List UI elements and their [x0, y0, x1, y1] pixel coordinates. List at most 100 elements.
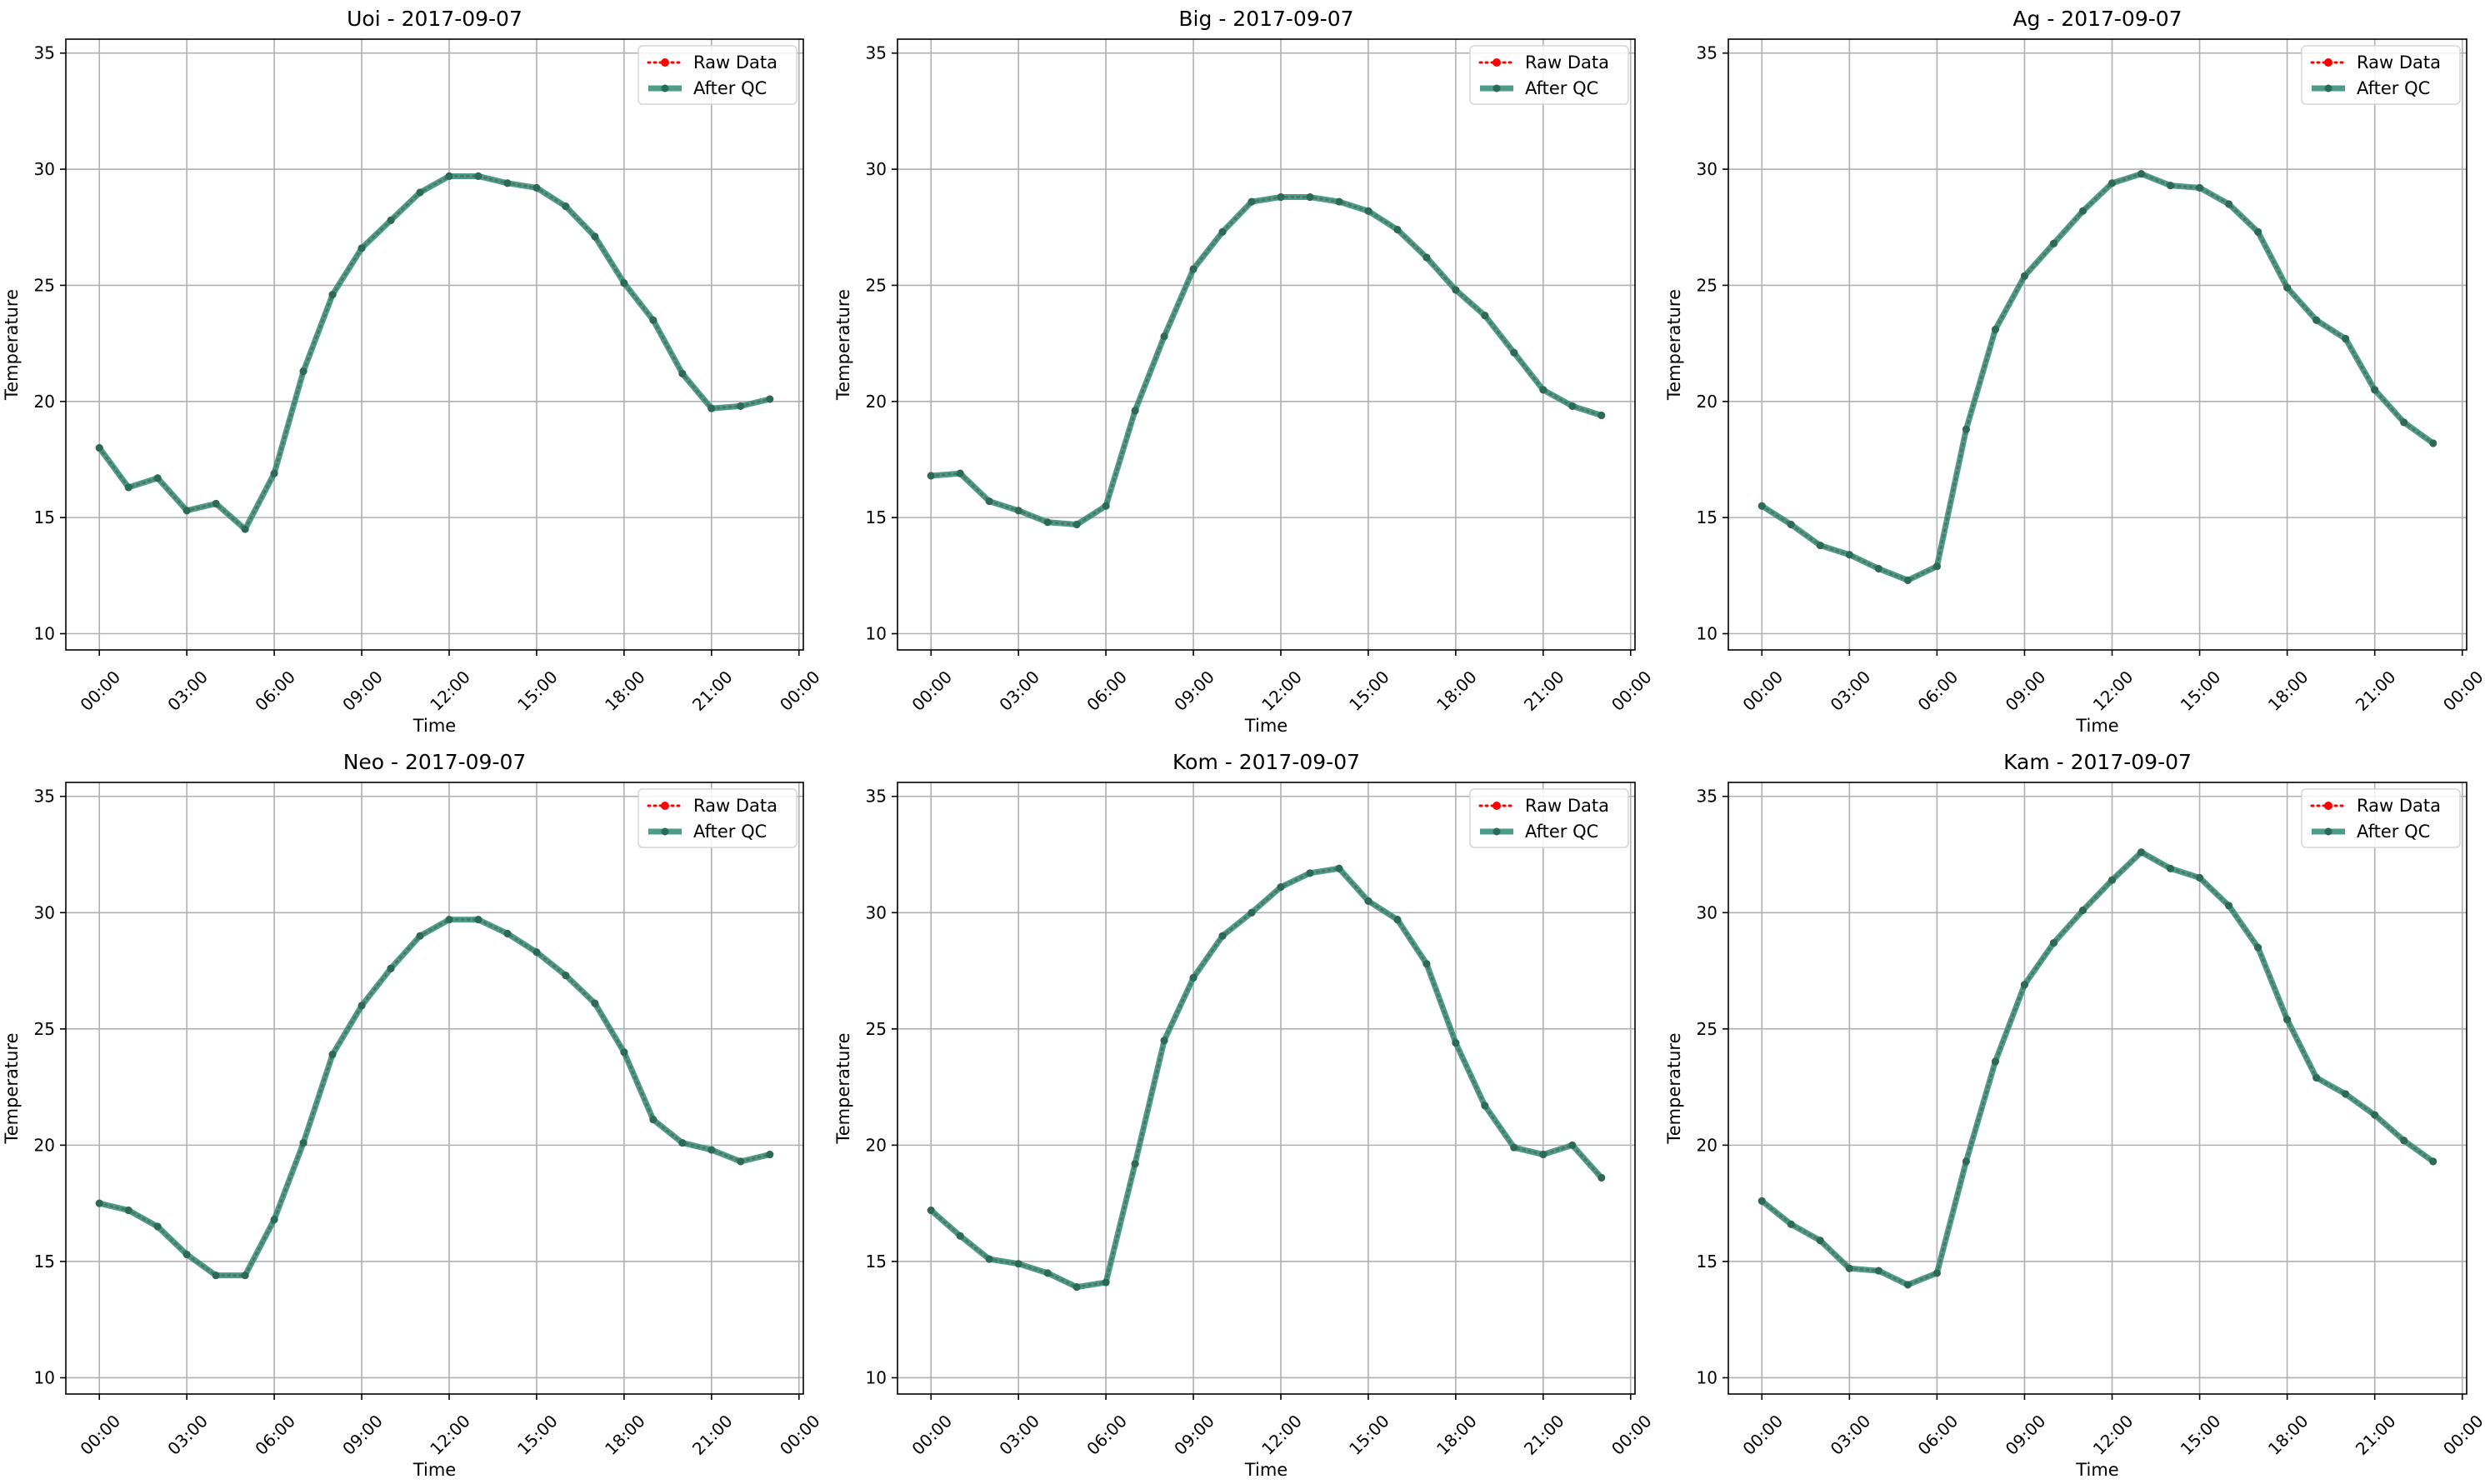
data-point-qc: [1932, 1269, 1941, 1277]
data-point-qc: [1306, 869, 1314, 877]
legend-marker-raw-data: [1492, 802, 1501, 810]
series-line-after-qc: [1758, 849, 2437, 1288]
legend-label: Raw Data: [1525, 796, 1609, 816]
x-tick-label: 18:00: [2264, 667, 2312, 715]
x-tick-label: 06:00: [251, 667, 299, 715]
y-tick-label: 30: [866, 902, 887, 922]
axes-frame: [65, 38, 804, 651]
data-point-qc: [1014, 507, 1022, 515]
data-point-qc: [1072, 520, 1081, 528]
x-tick-label: 00:00: [776, 1411, 824, 1459]
data-point-qc: [2049, 939, 2058, 947]
subplot-3: 00:00 03:00 06:00 09:00 12:00 15:00 18:00 21:00…: [1664, 7, 2485, 736]
axes-frame: [897, 38, 1636, 651]
data-point-qc: [1014, 1260, 1022, 1268]
data-point-qc: [1102, 502, 1110, 510]
data-point-qc: [2371, 386, 2379, 394]
subplot-title: Kam - 2017-09-07: [2003, 750, 2192, 774]
y-axis-label: Temperature: [2, 289, 22, 401]
data-point-qc: [1932, 562, 1941, 571]
x-tick-label: 09:00: [2002, 667, 2050, 715]
legend: Raw Data After QC: [638, 45, 798, 105]
data-point-qc: [1306, 193, 1314, 202]
data-point-qc: [2138, 170, 2146, 178]
data-point-qc: [927, 1207, 935, 1215]
data-point-qc: [299, 1139, 308, 1147]
x-tick-label: 12:00: [1258, 667, 1306, 715]
data-point-qc: [2225, 200, 2233, 208]
data-point-qc: [1598, 1173, 1606, 1182]
data-point-qc: [1816, 542, 1824, 550]
data-point-qc: [445, 916, 453, 924]
data-point-qc: [2225, 902, 2233, 910]
subplot-5: 00:00 03:00 06:00 09:00 12:00 15:00 18:00 21:00…: [833, 750, 1656, 1480]
data-point-qc: [766, 395, 774, 403]
legend-marker-after-qc: [661, 827, 669, 836]
legend-label: Raw Data: [2357, 796, 2441, 816]
x-tick-label: 21:00: [2352, 667, 2400, 715]
data-point-qc: [2312, 316, 2321, 324]
data-point-qc: [1422, 960, 1431, 968]
legend-marker-raw-data: [661, 802, 669, 810]
data-point-qc: [241, 525, 249, 533]
data-point-qc: [2429, 439, 2438, 447]
legend: Raw Data After QC: [638, 788, 798, 848]
data-point-qc: [2400, 1137, 2408, 1145]
x-tick-label: 18:00: [1432, 1411, 1481, 1459]
data-point-qc: [1364, 897, 1372, 905]
data-point-qc: [766, 1151, 774, 1159]
data-point-qc: [1248, 908, 1256, 917]
axes-frame: [1728, 38, 2468, 651]
y-tick-label: 30: [34, 159, 55, 179]
data-point-qc: [358, 1002, 366, 1010]
x-tick-label: 15:00: [513, 667, 562, 715]
data-point-qc: [1393, 226, 1402, 234]
data-point-qc: [1277, 193, 1285, 202]
y-tick-label: 35: [866, 787, 887, 807]
data-point-qc: [1072, 1283, 1081, 1292]
series-line-after-qc: [1758, 171, 2437, 583]
legend-label: After QC: [693, 822, 767, 842]
data-point-qc: [1991, 1057, 1999, 1066]
series-line-after-qc: [96, 172, 773, 532]
data-point-qc: [2078, 906, 2087, 914]
x-tick-label: 21:00: [1520, 1411, 1568, 1459]
data-point-qc: [416, 932, 424, 940]
x-tick-label: 00:00: [908, 1411, 956, 1459]
data-point-qc: [2371, 1111, 2379, 1119]
x-tick-label: 09:00: [1170, 667, 1218, 715]
data-point-qc: [2078, 207, 2087, 215]
data-point-qc: [1218, 932, 1227, 940]
y-axis-label: Temperature: [1664, 289, 1684, 401]
plot-area: [898, 39, 1635, 650]
legend: Raw Data After QC: [2301, 788, 2461, 848]
legend-marker-after-qc: [1492, 827, 1501, 836]
data-point-qc: [182, 507, 191, 515]
data-point-qc: [1131, 1160, 1139, 1168]
y-tick-label: 30: [1697, 902, 1718, 922]
data-point-qc: [503, 179, 512, 187]
legend: Raw Data After QC: [2301, 45, 2461, 105]
legend-label: After QC: [1525, 822, 1598, 842]
x-tick-label: 00:00: [76, 1411, 124, 1459]
legend-label: After QC: [1525, 78, 1598, 98]
data-point-qc: [737, 402, 745, 410]
y-tick-label: 10: [866, 1367, 887, 1387]
data-point-qc: [153, 1222, 162, 1231]
y-tick-label: 30: [1697, 159, 1718, 179]
data-point-qc: [2108, 876, 2117, 884]
x-tick-label: 03:00: [1827, 667, 1875, 715]
data-point-qc: [1816, 1237, 1824, 1245]
data-point-qc: [1160, 1037, 1168, 1045]
x-tick-label: 09:00: [338, 1411, 387, 1459]
data-point-qc: [532, 183, 541, 192]
data-point-qc: [591, 999, 599, 1007]
legend-marker-after-qc: [2324, 84, 2332, 92]
y-tick-label: 35: [1697, 787, 1718, 807]
x-tick-label: 12:00: [426, 667, 474, 715]
data-point-qc: [2342, 335, 2350, 343]
data-point-qc: [2020, 272, 2028, 280]
data-point-qc: [153, 474, 162, 482]
y-tick-label: 15: [866, 1252, 887, 1272]
series-line-after-qc: [928, 194, 1605, 527]
